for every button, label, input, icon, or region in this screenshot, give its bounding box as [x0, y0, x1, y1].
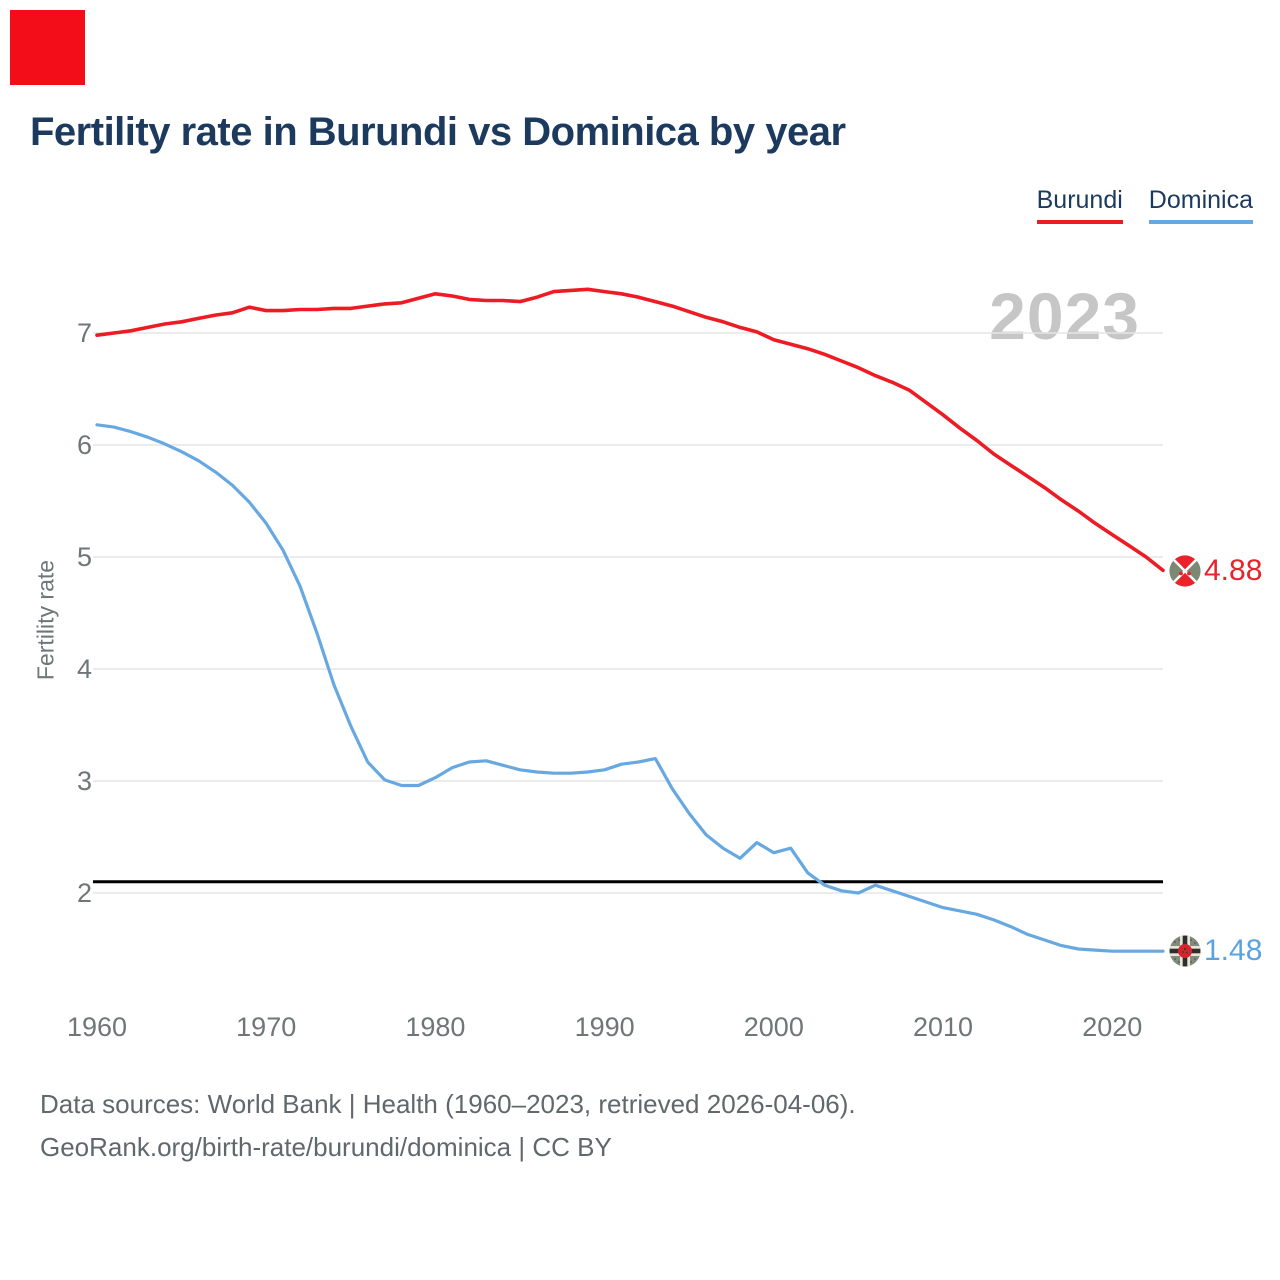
legend-item-dominica[interactable]: Dominica: [1148, 186, 1253, 224]
burundi-end-value: 4.88: [1204, 554, 1263, 587]
legend-item-burundi[interactable]: Burundi: [1036, 186, 1123, 224]
y-axis-label: Fertility rate: [32, 559, 59, 681]
y-tick-5: 5: [76, 542, 92, 572]
x-tick-2010: 2010: [912, 1012, 974, 1042]
y-tick-7: 7: [76, 318, 92, 348]
x-tick-1980: 1980: [405, 1012, 466, 1042]
y-tick-3: 3: [76, 766, 92, 796]
legend: Burundi Dominica: [1036, 186, 1253, 224]
gridlines: [93, 332, 1163, 894]
burundi-line: [95, 287, 1165, 573]
x-tick-1970: 1970: [236, 1012, 297, 1042]
dominica-flag-icon: [1169, 935, 1201, 967]
x-tick-1990: 1990: [574, 1012, 635, 1042]
red-annotation-square: [10, 10, 85, 85]
burundi-flag-icon: [1169, 555, 1201, 587]
year-watermark: 2023: [989, 279, 1140, 353]
y-tick-6: 6: [76, 430, 92, 460]
dominica-line: [95, 423, 1165, 953]
x-tick-1960: 1960: [66, 1012, 128, 1042]
x-tick-2020: 2020: [1082, 1012, 1143, 1042]
attribution-line: GeoRank.org/birth-rate/burundi/dominica …: [40, 1132, 612, 1162]
y-tick-2: 2: [76, 878, 92, 908]
dominica-end-value: 1.48: [1204, 934, 1263, 967]
data-source-line: Data sources: World Bank | Health (1960–…: [40, 1089, 856, 1119]
page-title: Fertility rate in Burundi vs Dominica by…: [30, 110, 846, 154]
x-tick-2000: 2000: [743, 1012, 804, 1042]
y-tick-4: 4: [76, 654, 92, 684]
